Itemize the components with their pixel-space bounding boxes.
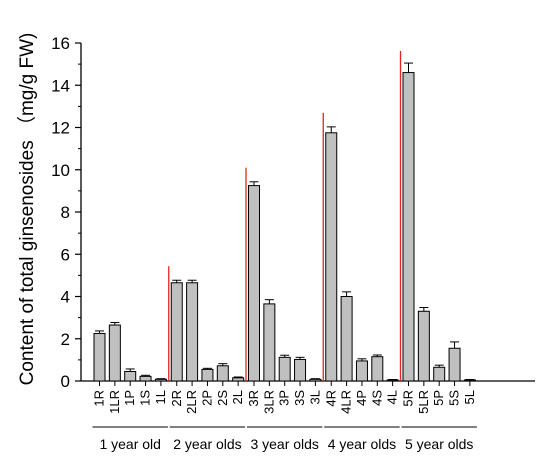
bar: [448, 347, 461, 382]
y-tick-label: 14: [51, 76, 70, 95]
bar: [433, 366, 446, 382]
y-tick-label: 2: [61, 330, 70, 349]
x-tick-label: 1R: [92, 390, 107, 407]
x-tick-label: 5R: [401, 390, 416, 407]
x-tick-label: 3S: [292, 390, 307, 406]
bar: [93, 332, 106, 382]
bar: [232, 377, 245, 382]
bar: [463, 379, 476, 382]
bar: [248, 185, 260, 382]
x-tick-label: 3LR: [261, 390, 276, 414]
y-tick-label: 8: [61, 203, 70, 222]
x-tick-label: 3P: [277, 390, 292, 406]
x-tick-label: 3L: [307, 390, 322, 404]
x-tick-label: 2P: [199, 390, 214, 406]
x-tick-label: 2R: [169, 390, 184, 407]
y-tick-label: 0: [61, 372, 70, 391]
x-tick-label: 1S: [138, 390, 153, 406]
y-tick-label: 12: [51, 119, 70, 138]
bar: [417, 310, 430, 382]
x-tick-label: 4R: [323, 390, 338, 407]
y-tick-label: 16: [51, 34, 70, 53]
bar: [371, 356, 384, 382]
x-tick-label: 4S: [369, 390, 384, 406]
x-tick-label: 1LR: [107, 390, 122, 414]
x-tick-label: 3R: [246, 390, 261, 407]
bar: [355, 360, 368, 382]
group-label: 1 year old: [99, 436, 160, 452]
group-label: 4 year olds: [328, 436, 396, 452]
x-tick-label: 4LR: [339, 390, 354, 414]
x-tick-label: 4P: [354, 390, 369, 406]
x-tick-label: 1P: [122, 390, 137, 406]
bar: [201, 368, 214, 382]
bar: [124, 370, 137, 382]
y-tick-label: 10: [51, 161, 70, 180]
group-label: 2 year olds: [173, 436, 241, 452]
bar: [340, 296, 353, 382]
bar: [325, 132, 338, 382]
bar: [108, 324, 121, 382]
bar: [154, 378, 167, 382]
x-tick-label: 5LR: [416, 390, 431, 414]
bar: [294, 358, 307, 382]
bar: [386, 379, 399, 382]
bar: [309, 378, 322, 382]
x-tick-label: 4L: [385, 390, 400, 404]
y-axis-label: Content of total ginsenosides （mg/g FW): [16, 33, 38, 386]
bar: [402, 72, 415, 382]
x-tick-label: 1L: [153, 390, 168, 404]
x-tick-label: 5L: [462, 390, 477, 404]
bar: [170, 282, 183, 382]
x-tick-label: 2L: [230, 390, 245, 404]
bar: [216, 365, 229, 382]
bar: [139, 375, 152, 382]
x-tick-label: 2LR: [184, 390, 199, 414]
bar: [186, 282, 199, 382]
x-tick-label: 5S: [447, 390, 462, 406]
group-label: 3 year olds: [250, 436, 318, 452]
y-tick-label: 4: [61, 288, 70, 307]
y-tick-label: 6: [61, 245, 70, 264]
x-tick-label: 5P: [431, 390, 446, 406]
x-tick-label: 2S: [215, 390, 230, 406]
bar: [263, 303, 276, 382]
group-label: 5 year olds: [405, 436, 473, 452]
bar: [278, 356, 291, 382]
